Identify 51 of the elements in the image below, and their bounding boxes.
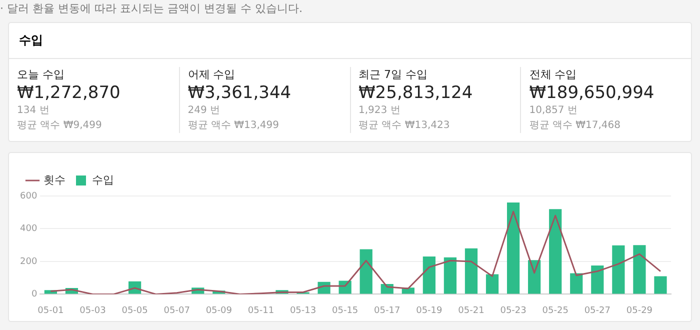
text: ₩1,272,870: [17, 83, 122, 103]
text: ₩25,813,124: [358, 83, 474, 103]
text: 최근 7일 수입: [358, 67, 428, 83]
bar: [570, 273, 583, 294]
text: 평균 액수 ₩17,468: [529, 119, 622, 133]
bar: [486, 274, 499, 294]
y-tick-label: 400: [20, 224, 38, 234]
x-tick-label: 05-29: [626, 306, 653, 316]
x-tick-label: 05-23: [500, 306, 526, 316]
bar: [464, 248, 478, 294]
x-tick-label: 05-03: [80, 306, 106, 316]
x-tick-label: 05-13: [290, 306, 316, 316]
x-tick-label: 05-07: [164, 306, 190, 316]
text: 평균 액수 ₩9,499: [17, 119, 103, 133]
text: 어제 수입: [188, 67, 236, 83]
x-tick-label: 05-09: [206, 306, 232, 316]
bar: [654, 276, 667, 294]
x-tick-label: 05-15: [332, 306, 358, 316]
text: 평균 액수 ₩13,499: [188, 119, 280, 133]
x-tick-label: 05-05: [122, 306, 148, 316]
text: 1,923 번: [358, 104, 402, 118]
bar: [360, 249, 372, 294]
bar: [612, 245, 625, 294]
y-tick-label: 600: [20, 191, 38, 202]
bar: [444, 257, 457, 294]
y-tick-label: 0: [31, 290, 38, 300]
x-tick-label: 05-11: [248, 306, 274, 316]
legend-label: 횟수: [44, 173, 66, 186]
y-tick-label: 200: [20, 256, 38, 267]
x-tick-label: 05-01: [38, 306, 64, 316]
x-tick-label: 05-19: [416, 306, 443, 316]
text: ₩189,650,994: [529, 83, 656, 103]
bar: [506, 202, 520, 294]
text: 평균 액수 ₩13,423: [358, 119, 451, 133]
bar: [633, 245, 646, 294]
text: 전체 수입: [529, 67, 578, 83]
x-tick-label: 05-17: [374, 306, 400, 316]
text: 10,857 번: [529, 104, 578, 118]
x-tick-label: 05-27: [584, 306, 610, 316]
x-tick-label: 05-25: [542, 306, 568, 316]
legend-label: 수입: [92, 173, 114, 186]
text: 오늘 수입: [17, 67, 66, 83]
text: · 달러 환율 변동에 따라 표시되는 금액이 변경될 수 있습니다.: [0, 2, 304, 17]
bar: [591, 266, 604, 294]
x-tick-label: 05-21: [458, 306, 484, 316]
text: 134 번: [17, 104, 50, 118]
text: 수입: [9, 23, 691, 59]
bar: [422, 256, 436, 294]
text: ₩3,361,344: [188, 83, 292, 103]
text: 249 번: [188, 104, 222, 118]
bar: [549, 209, 562, 294]
